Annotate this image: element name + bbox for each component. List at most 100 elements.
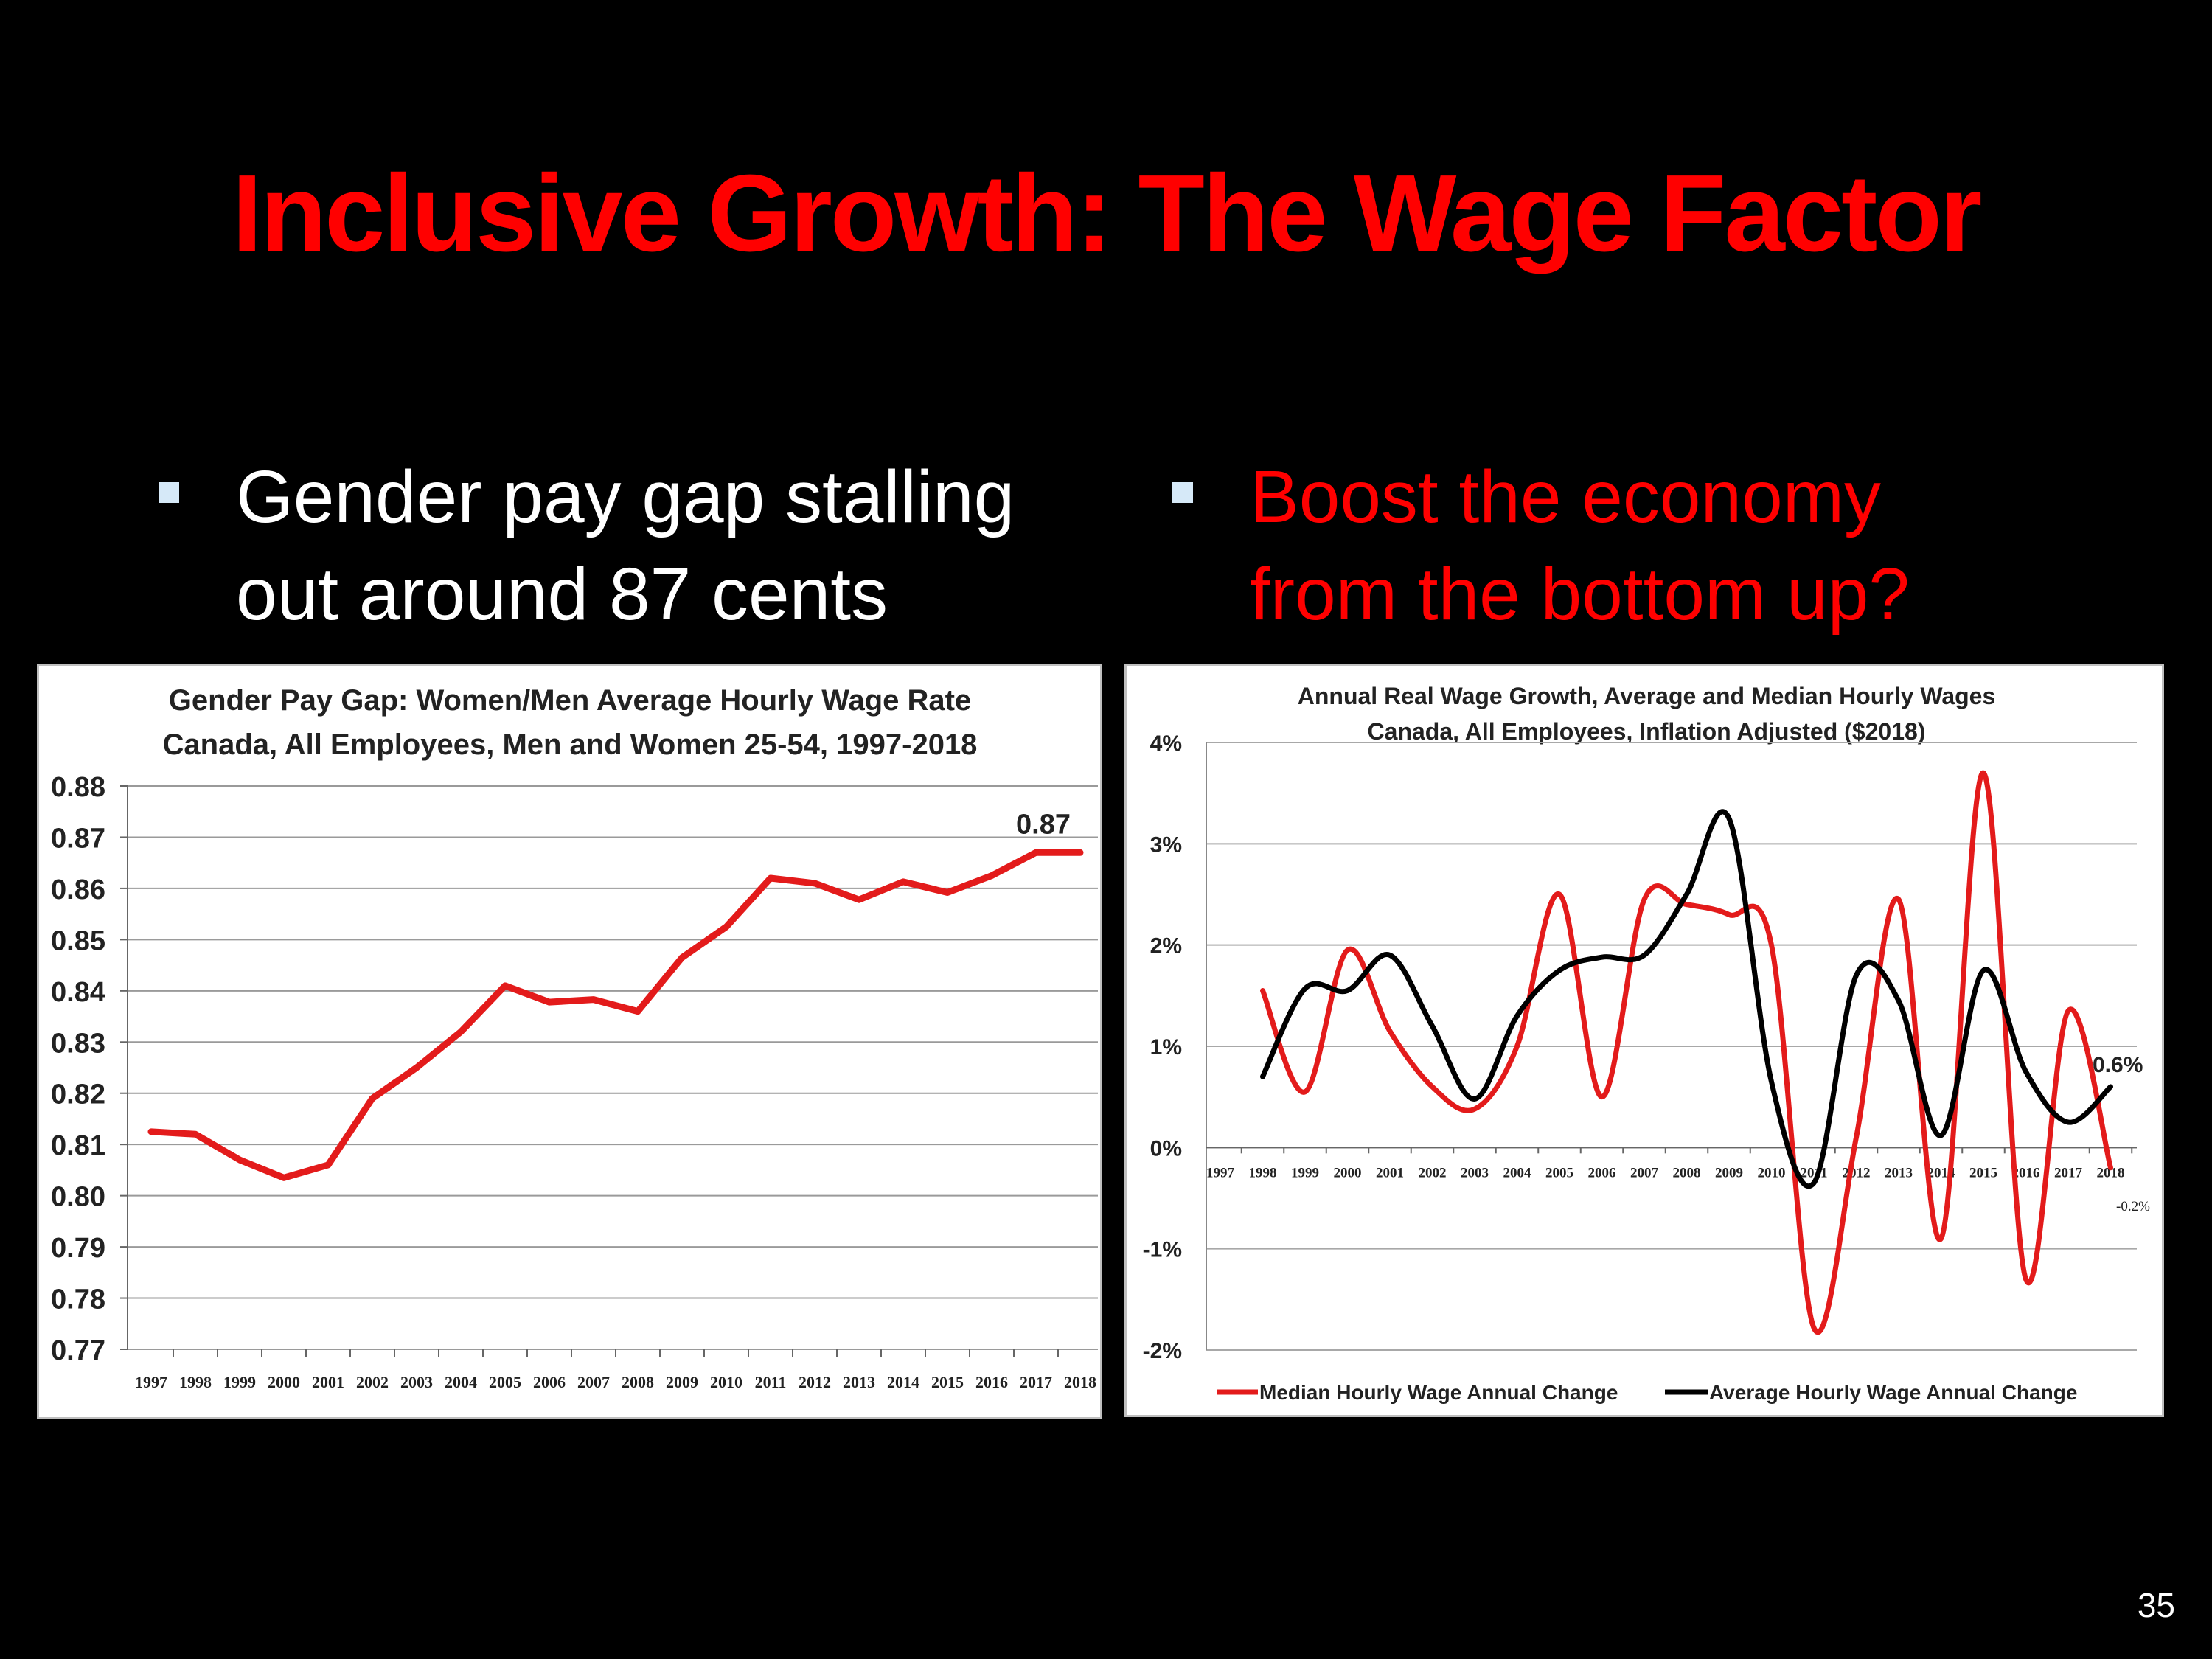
data-point xyxy=(635,1008,641,1015)
data-point xyxy=(414,1065,420,1071)
bullet-marker-icon xyxy=(159,482,179,503)
bullet-marker-icon xyxy=(1172,482,1193,503)
x-tick-label: 2011 xyxy=(755,1373,787,1391)
x-tick-label: 2017 xyxy=(1020,1373,1052,1391)
data-point xyxy=(1077,849,1083,856)
y-tick-label: 0.79 xyxy=(51,1233,105,1264)
x-tick-label: 2001 xyxy=(312,1373,344,1391)
data-point xyxy=(458,1029,464,1035)
chart-subtitle: Canada, All Employees, Inflation Adjuste… xyxy=(1368,718,1926,745)
y-tick-label: 1% xyxy=(1150,1035,1182,1060)
data-point xyxy=(148,1128,154,1135)
x-tick-label: 2010 xyxy=(710,1373,742,1391)
x-tick-label: 2008 xyxy=(622,1373,654,1391)
gender-pay-gap-chart: Gender Pay Gap: Women/Men Average Hourly… xyxy=(37,664,1102,1419)
bullet-text: Boost the economy from the bottom up? xyxy=(1250,448,1910,643)
data-point xyxy=(900,878,906,885)
x-tick-label: 2018 xyxy=(1064,1373,1096,1391)
y-tick-label: -2% xyxy=(1143,1339,1182,1363)
y-tick-label: 0.83 xyxy=(51,1028,105,1059)
x-tick-label: 2015 xyxy=(931,1373,964,1391)
data-point xyxy=(768,875,773,882)
y-tick-label: 0.78 xyxy=(51,1284,105,1315)
data-point xyxy=(723,924,729,930)
data-point xyxy=(945,889,950,896)
bullet-line-2: out around 87 cents xyxy=(236,553,888,636)
x-tick-label: 2012 xyxy=(799,1373,831,1391)
x-tick-label: 2009 xyxy=(666,1373,698,1391)
series-line xyxy=(1260,809,2113,1189)
y-tick-label: 0.80 xyxy=(51,1182,105,1213)
x-tick-label: 2003 xyxy=(400,1373,433,1391)
x-tick-label: 2004 xyxy=(445,1373,477,1391)
x-tick-label: 2016 xyxy=(975,1373,1008,1391)
data-point xyxy=(281,1175,287,1181)
x-tick-label: 2013 xyxy=(1885,1165,1913,1180)
real-wage-growth-chart-svg: Annual Real Wage Growth, Average and Med… xyxy=(1143,683,2150,1404)
x-tick-label: 2013 xyxy=(843,1373,875,1391)
x-tick-label: 1997 xyxy=(135,1373,167,1391)
data-point xyxy=(546,999,552,1006)
x-tick-label: 2007 xyxy=(577,1373,610,1391)
data-point xyxy=(591,996,597,1003)
data-point xyxy=(679,954,685,961)
y-tick-label: 0.77 xyxy=(51,1335,105,1366)
x-tick-label: 1999 xyxy=(1291,1165,1319,1180)
data-point xyxy=(856,897,862,903)
bullet-line-1: Gender pay gap stalling xyxy=(236,456,1015,538)
data-point xyxy=(237,1157,243,1164)
x-tick-label: 2003 xyxy=(1461,1165,1489,1180)
slide-number: 35 xyxy=(2137,1586,2175,1624)
data-point xyxy=(1033,849,1039,856)
chart-subtitle: Canada, All Employees, Men and Women 25-… xyxy=(163,728,978,761)
x-tick-label: 2014 xyxy=(887,1373,919,1391)
x-tick-label: 2002 xyxy=(1419,1165,1447,1180)
x-tick-label: 2001 xyxy=(1376,1165,1404,1180)
x-tick-label: 2012 xyxy=(1843,1165,1871,1180)
data-point xyxy=(369,1095,375,1102)
data-point xyxy=(502,982,508,989)
gender-pay-gap-chart-svg: Gender Pay Gap: Women/Men Average Hourly… xyxy=(51,684,1098,1391)
x-tick-label: 1998 xyxy=(179,1373,212,1391)
data-point xyxy=(812,880,818,886)
data-point xyxy=(325,1161,331,1168)
y-tick-label: 2% xyxy=(1150,934,1182,959)
x-tick-label: 2004 xyxy=(1503,1165,1532,1180)
x-tick-label: 2002 xyxy=(356,1373,389,1391)
x-tick-label: 2018 xyxy=(2097,1165,2125,1180)
data-label: 0.87 xyxy=(1016,809,1071,840)
data-label: 0.6% xyxy=(2093,1053,2143,1077)
y-tick-label: 0.88 xyxy=(51,772,105,803)
y-tick-label: 0.87 xyxy=(51,823,105,854)
x-tick-label: 2007 xyxy=(1630,1165,1659,1180)
slide-title: Inclusive Growth: The Wage Factor xyxy=(232,153,1983,274)
x-tick-label: 2005 xyxy=(1545,1165,1573,1180)
bullet-text: Gender pay gap stalling out around 87 ce… xyxy=(236,448,1015,643)
y-tick-label: 0.85 xyxy=(51,925,105,956)
bullet-line-1: Boost the economy xyxy=(1250,456,1882,538)
x-tick-label: 2005 xyxy=(489,1373,521,1391)
series-line xyxy=(1260,770,2113,1335)
data-label: -0.2% xyxy=(2116,1199,2150,1214)
x-tick-label: 1997 xyxy=(1206,1165,1235,1180)
y-tick-label: 0.86 xyxy=(51,874,105,905)
y-tick-label: 4% xyxy=(1150,731,1182,756)
bullet-line-2: from the bottom up? xyxy=(1250,553,1910,636)
chart-title: Annual Real Wage Growth, Average and Med… xyxy=(1298,683,1996,709)
x-tick-label: 2010 xyxy=(1758,1165,1786,1180)
y-tick-label: 0% xyxy=(1150,1136,1182,1161)
y-tick-label: 0.84 xyxy=(51,977,105,1008)
y-tick-label: 3% xyxy=(1150,832,1182,857)
y-tick-label: -1% xyxy=(1143,1238,1182,1262)
y-tick-label: 0.81 xyxy=(51,1130,105,1161)
data-point xyxy=(192,1131,198,1138)
x-tick-label: 2009 xyxy=(1715,1165,1743,1180)
x-tick-label: 2006 xyxy=(533,1373,566,1391)
x-tick-label: 2008 xyxy=(1673,1165,1701,1180)
x-tick-label: 2000 xyxy=(1334,1165,1362,1180)
chart-title: Gender Pay Gap: Women/Men Average Hourly… xyxy=(169,684,971,717)
x-tick-label: 1999 xyxy=(223,1373,256,1391)
legend-label: Median Hourly Wage Annual Change xyxy=(1259,1381,1618,1404)
y-tick-label: 0.82 xyxy=(51,1079,105,1110)
x-tick-label: 2006 xyxy=(1588,1165,1616,1180)
